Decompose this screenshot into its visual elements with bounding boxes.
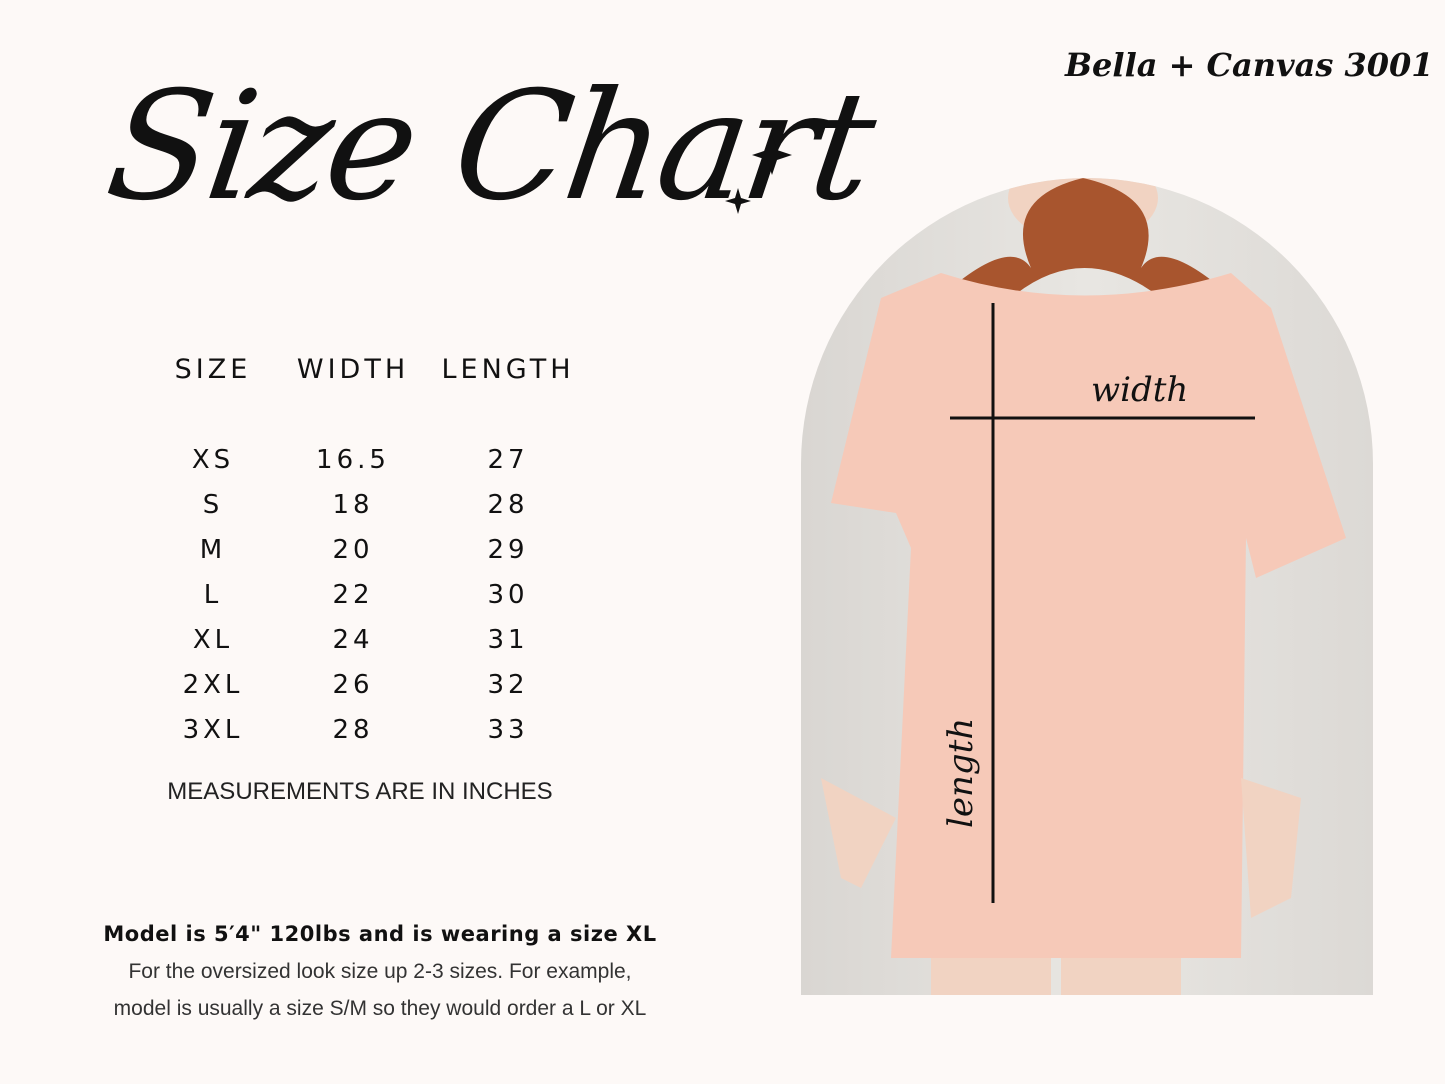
length-cell: 31 (487, 625, 529, 655)
size-cell: XS (191, 445, 235, 475)
header-size: SIZE (174, 354, 252, 385)
width-cell: 26 (332, 670, 374, 700)
model-photo: width length (801, 178, 1373, 995)
width-label: width (1091, 370, 1189, 410)
width-cell: 18 (332, 490, 374, 520)
model-info: Model is 5′4" 120lbs and is wearing a si… (103, 922, 657, 946)
length-cell: 30 (487, 580, 529, 610)
size-cell: S (202, 490, 224, 520)
size-cell: 2XL (182, 670, 244, 700)
length-cell: 29 (487, 535, 529, 565)
length-cell: 33 (487, 715, 529, 745)
header-width: WIDTH (296, 354, 410, 385)
sizing-tip-line2: model is usually a size S/M so they woul… (113, 997, 647, 1020)
size-cell: XL (192, 625, 234, 655)
length-cell: 27 (487, 445, 529, 475)
width-cell: 28 (332, 715, 374, 745)
size-cell: 3XL (182, 715, 244, 745)
header-length: LENGTH (441, 354, 575, 385)
sizing-tip-line1: For the oversized look size up 2-3 sizes… (128, 960, 632, 983)
size-cell: M (199, 535, 227, 565)
width-cell: 20 (332, 535, 374, 565)
brand-label: Bella + Canvas 3001 (1065, 46, 1434, 84)
length-cell: 28 (487, 490, 529, 520)
length-cell: 32 (487, 670, 529, 700)
sparkle-icon (725, 135, 792, 214)
length-label: length (941, 717, 981, 828)
width-cell: 24 (332, 625, 374, 655)
tshirt-illustration (821, 178, 1346, 995)
width-cell: 16.5 (316, 445, 390, 475)
width-cell: 22 (332, 580, 374, 610)
units-note: MEASUREMENTS ARE IN INCHES (167, 778, 553, 805)
size-cell: L (203, 580, 223, 610)
